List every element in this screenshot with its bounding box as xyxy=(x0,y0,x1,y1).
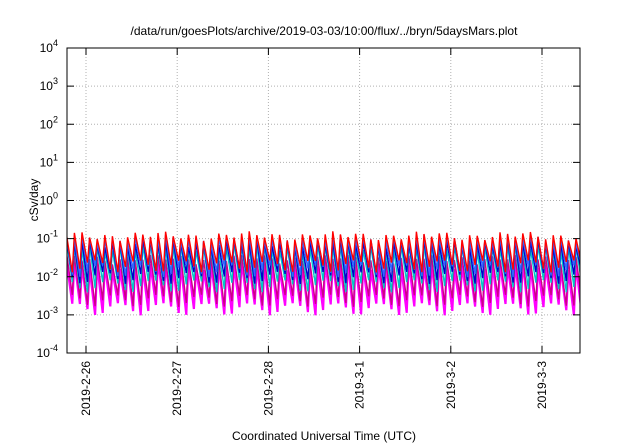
series-group xyxy=(67,231,580,316)
y-axis-label: cSv/day xyxy=(27,179,41,222)
y-tick-label: 103 xyxy=(40,76,58,93)
y-tick-label: 10-1 xyxy=(37,229,58,246)
y-axis: 10-4 10-3 10-2 10-1 100 101 102 103 104 xyxy=(37,38,580,360)
y-tick-label: 10-3 xyxy=(37,305,58,322)
chart-title: /data/run/goesPlots/archive/2019-03-03/1… xyxy=(131,24,519,38)
x-tick-label: 2019-3-2 xyxy=(444,361,458,409)
y-tick-label: 104 xyxy=(40,38,58,55)
y-tick-label: 101 xyxy=(40,152,58,169)
series-line xyxy=(67,254,580,307)
series-line xyxy=(67,231,580,273)
x-tick-label: 2019-3-3 xyxy=(535,361,549,409)
y-tick-label: 102 xyxy=(40,114,58,131)
x-axis-label: Coordinated Universal Time (UTC) xyxy=(232,429,416,443)
x-tick-label: 2019-2-27 xyxy=(170,361,184,416)
y-tick-label: 10-4 xyxy=(37,343,58,360)
x-tick-label: 2019-3-1 xyxy=(353,361,367,409)
y-tick-label: 100 xyxy=(40,191,58,208)
x-axis: 2019-2-26 2019-2-27 2019-2-28 2019-3-1 2019-… xyxy=(79,48,549,416)
y-tick-label: 10-2 xyxy=(37,267,58,284)
x-tick-label: 2019-2-28 xyxy=(261,361,275,416)
x-tick-label: 2019-2-26 xyxy=(79,361,93,416)
